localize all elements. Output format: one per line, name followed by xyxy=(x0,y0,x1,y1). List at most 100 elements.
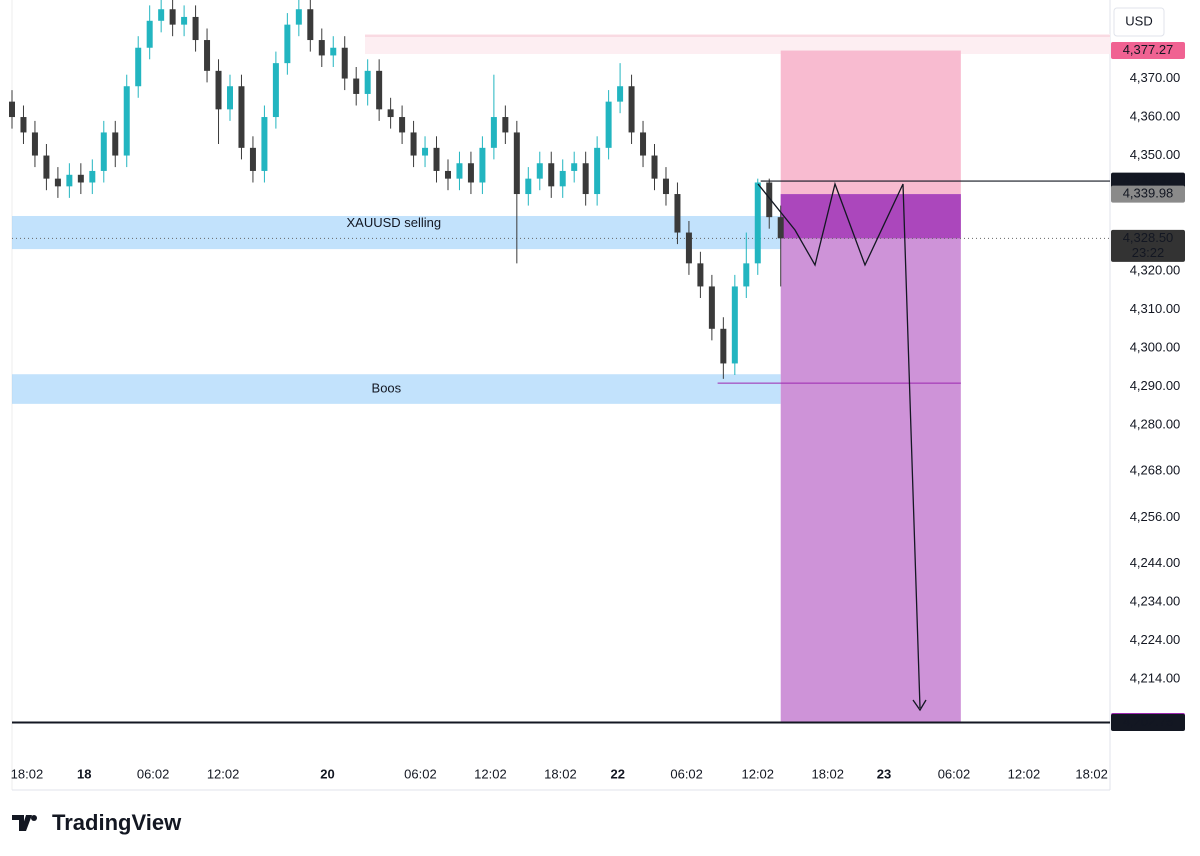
brand: TradingView xyxy=(52,810,182,835)
candle-body xyxy=(502,117,509,133)
candle-body xyxy=(433,147,440,171)
candle-body xyxy=(261,117,268,171)
candle-body xyxy=(20,117,27,133)
candle-body xyxy=(146,20,153,48)
x-tick-label: 18 xyxy=(77,766,91,781)
candle-body xyxy=(135,47,142,87)
candle-body xyxy=(766,182,773,218)
y-tick-label: 4,256.00 xyxy=(1130,509,1181,524)
price-label: 4,377.27 xyxy=(1123,42,1174,57)
candle-body xyxy=(444,170,451,179)
candle-body xyxy=(341,47,348,79)
candle-body xyxy=(158,9,165,21)
x-tick-label: 06:02 xyxy=(670,766,703,781)
faded-range xyxy=(365,34,1110,54)
y-tick-label: 4,360.00 xyxy=(1130,108,1181,123)
x-tick-label: 12:02 xyxy=(474,766,507,781)
x-tick-label: 22 xyxy=(611,766,625,781)
x-tick-label: 12:02 xyxy=(207,766,240,781)
candle-body xyxy=(31,132,38,156)
projection-arrow xyxy=(912,699,927,712)
candle-body xyxy=(284,24,291,64)
y-tick-label: 4,310.00 xyxy=(1130,301,1181,316)
x-tick-label: 06:02 xyxy=(404,766,437,781)
candle-body xyxy=(43,155,50,179)
candle-body xyxy=(192,16,199,41)
price-label: 4,339.98 xyxy=(1123,186,1174,201)
logo-dot xyxy=(31,815,37,821)
y-tick-label: 4,234.00 xyxy=(1130,594,1181,609)
y-tick-label: 4,320.00 xyxy=(1130,262,1181,277)
price-label-box xyxy=(1111,713,1185,731)
price-label-box xyxy=(1111,172,1185,190)
candle-body xyxy=(525,178,532,195)
y-tick-label: 4,268.00 xyxy=(1130,463,1181,478)
candle-body xyxy=(605,101,612,148)
candle-body xyxy=(731,286,738,364)
zone-label: Boos xyxy=(372,380,402,395)
x-tick-label: 12:02 xyxy=(741,766,774,781)
axis-layer: 4,370.00 4,360.00 4,350.00 4,320.00 4,310.00… xyxy=(11,42,1185,781)
y-tick-label: 4,290.00 xyxy=(1130,378,1181,393)
candle-body xyxy=(364,70,371,94)
x-tick-label: 18:02 xyxy=(1075,766,1108,781)
candle-body xyxy=(112,132,119,156)
candle-body xyxy=(100,132,107,171)
candle-body xyxy=(490,117,497,148)
candle-body xyxy=(295,9,302,25)
candle-body xyxy=(238,86,245,148)
candle-body xyxy=(353,78,360,94)
candle-body xyxy=(743,263,750,287)
candle-body xyxy=(754,182,761,264)
candle-body xyxy=(226,86,233,110)
candle-body xyxy=(582,163,589,195)
candle-body xyxy=(54,178,61,187)
x-tick-label: 20 xyxy=(320,766,334,781)
front-layer: XAUUSD selling Boos xyxy=(12,180,1110,724)
candle-body xyxy=(594,147,601,195)
candle-body xyxy=(479,147,486,183)
candle-body xyxy=(720,328,727,364)
price-label: 4,343.37 xyxy=(1123,173,1174,188)
candle-body xyxy=(685,232,692,264)
price-label-box xyxy=(1111,185,1185,203)
zone xyxy=(12,374,781,404)
y-tick-label: 4,370.00 xyxy=(1130,70,1181,85)
candle-body xyxy=(376,70,383,110)
price-label-box xyxy=(1111,42,1185,60)
candle-body xyxy=(272,63,279,118)
y-tick-label: 4,214.00 xyxy=(1130,671,1181,686)
candle-body xyxy=(536,163,543,179)
currency-box xyxy=(1113,7,1165,37)
candle-body xyxy=(513,132,520,195)
zone xyxy=(12,215,796,250)
price-label: 4,328.50 xyxy=(1123,230,1174,245)
candle-body xyxy=(571,163,578,171)
candle-body xyxy=(674,194,681,233)
price-sublabel: 23:22 xyxy=(1132,245,1165,260)
candle-body xyxy=(9,101,15,118)
price-label-box xyxy=(1111,229,1185,262)
y-tick-label: 4,350.00 xyxy=(1130,147,1181,162)
x-tick-label: 12:02 xyxy=(1008,766,1041,781)
candle-body xyxy=(640,132,647,156)
candle-body xyxy=(181,16,188,25)
zone-label: XAUUSD selling xyxy=(346,215,441,230)
candle-body xyxy=(123,86,130,156)
x-tick-label: 06:02 xyxy=(938,766,971,781)
x-tick-label: 23 xyxy=(877,766,891,781)
x-tick-label: 18:02 xyxy=(544,766,577,781)
candle-body xyxy=(617,86,624,102)
x-tick-label: 18:02 xyxy=(11,766,44,781)
candle-body xyxy=(330,47,337,56)
candles xyxy=(9,0,784,379)
price-label: 4,202.75 xyxy=(1123,714,1174,729)
candle-body xyxy=(662,178,669,195)
candle-body xyxy=(77,174,84,183)
candle-body xyxy=(204,40,211,71)
candle-body xyxy=(410,132,417,156)
y-tick-label: 4,244.00 xyxy=(1130,555,1181,570)
candle-body xyxy=(559,170,566,187)
